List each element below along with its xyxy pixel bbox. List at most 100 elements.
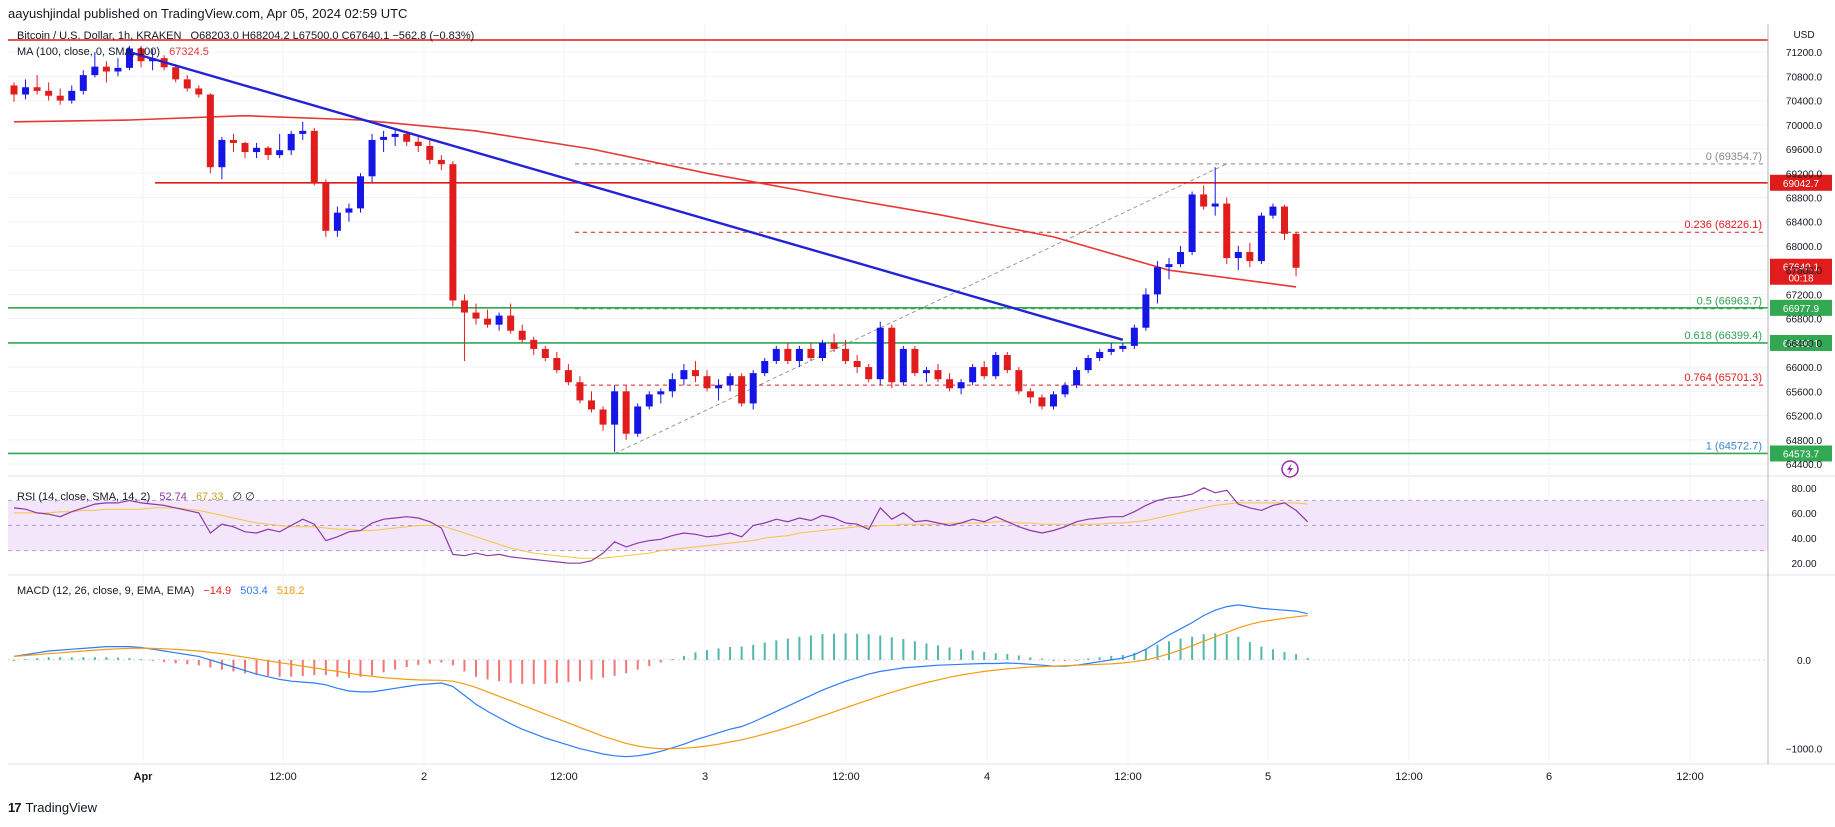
candle-body — [218, 139, 226, 168]
rsi-extra-value: ∅ ∅ — [233, 491, 255, 503]
candle-body — [830, 342, 838, 349]
candle-body — [449, 164, 457, 301]
candle-body — [946, 379, 954, 389]
macd-histogram-bar — [278, 659, 281, 677]
candle-body — [414, 141, 422, 146]
macd-histogram-bar — [671, 659, 674, 661]
macd-histogram-bar — [140, 659, 143, 661]
event-marker[interactable] — [1281, 460, 1299, 478]
price-tick-label: 65600.0 — [1786, 387, 1823, 398]
macd-histogram-bar — [1225, 634, 1228, 660]
tradingview-logo-icon: 17 — [8, 800, 22, 815]
macd-histogram-bar — [382, 659, 385, 673]
macd-histogram-bar — [324, 659, 327, 675]
macd-histogram-bar — [763, 642, 766, 660]
macd-histogram-bar — [509, 659, 512, 683]
macd-histogram-bar — [486, 659, 489, 680]
macd-histogram-bar — [347, 659, 350, 678]
macd-line — [13, 604, 1308, 758]
macd-histogram-bar — [636, 659, 639, 670]
macd-histogram-bar — [209, 659, 212, 668]
macd-histogram-bar — [890, 637, 893, 660]
horizontal-levels[interactable]: 69042.7 66977.9 66398.1 64573.7 67640.100:18 — [8, 39, 1832, 462]
macd-histogram-bar — [1179, 638, 1182, 660]
macd-histogram-bar — [220, 659, 223, 670]
trendline[interactable] — [129, 50, 1124, 341]
price-tick-label: 68000.0 — [1786, 242, 1823, 253]
macd-histogram-bar — [590, 659, 593, 680]
candle-body — [576, 382, 584, 401]
macd-histogram-bar — [867, 634, 870, 660]
candle-body — [899, 348, 907, 383]
price-tick-label: 69200.0 — [1786, 169, 1823, 180]
macd-histogram-bar — [1295, 654, 1298, 660]
macd-hist-value: −14.9 — [203, 585, 231, 597]
price-tick-label: 70000.0 — [1786, 121, 1823, 132]
candlesticks — [10, 46, 1300, 452]
macd-histogram-bar — [1087, 658, 1090, 660]
candle-body — [749, 373, 757, 404]
macd-histogram-bar — [1237, 636, 1240, 660]
candle-body — [126, 48, 133, 68]
candle-body — [680, 370, 688, 380]
macd-histogram-bar — [13, 659, 15, 661]
macd-histogram-bar — [833, 633, 836, 660]
price-tick-label: 67600.0 — [1786, 266, 1823, 277]
rsi-line — [13, 487, 1309, 564]
macd-histogram-bar — [994, 653, 997, 660]
price-tick-label: 65200.0 — [1786, 412, 1823, 423]
macd-histogram-bar — [1214, 633, 1217, 660]
price-chart[interactable]: 0 (69354.7) 0.236 (68226.1) 0.5 (66963.7) 0… — [0, 24, 1835, 794]
time-tick-label: 5 — [1265, 771, 1271, 783]
fib-level-label: 0.236 (68226.1) — [1684, 219, 1762, 231]
macd-histogram-bar — [1133, 652, 1136, 660]
macd-histogram-bar — [1306, 658, 1309, 660]
rsi-tick-label: 20.00 — [1791, 559, 1816, 570]
chart-svg[interactable]: 0 (69354.7) 0.236 (68226.1) 0.5 (66963.7) 0… — [0, 24, 1835, 794]
candle-body — [10, 85, 18, 95]
macd-histogram-bar — [937, 645, 939, 660]
candle-body — [1223, 203, 1231, 259]
macd-histogram-bar — [682, 655, 685, 660]
macd-histogram-bar — [36, 658, 39, 660]
candle-body — [992, 354, 1000, 377]
symbol-label: Bitcoin / U.S. Dollar, 1h, KRAKEN — [17, 30, 182, 42]
candle-body — [253, 147, 261, 153]
macd-histogram-bar — [186, 659, 189, 665]
candle-body — [426, 146, 434, 160]
macd-histogram-bar — [694, 652, 697, 660]
macd-histogram-bar — [1202, 634, 1205, 660]
macd-histogram-bar — [902, 639, 905, 660]
lightning-icon — [1287, 463, 1293, 475]
macd-histogram-bar — [232, 659, 235, 672]
fib-level-label: 0 (69354.7) — [1706, 151, 1762, 163]
candle-body — [726, 376, 734, 386]
macd-histogram-bar — [578, 659, 581, 682]
candle-body — [391, 133, 399, 137]
fib-level-label: 0.618 (66399.4) — [1684, 330, 1762, 342]
candle-body — [91, 66, 99, 76]
macd-histogram-bar — [197, 659, 200, 666]
price-tick-label: 64400.0 — [1786, 460, 1823, 471]
candle-body — [807, 348, 815, 358]
price-tick-label: 69600.0 — [1786, 145, 1823, 156]
candle-body — [1165, 264, 1173, 268]
macd-histogram-bar — [798, 636, 801, 660]
candle-body — [622, 391, 630, 434]
macd-histogram-bar — [47, 657, 50, 660]
macd-pane: 0.0 −1000.0 — [8, 604, 1823, 758]
macd-histogram-bar — [1271, 649, 1274, 660]
macd-histogram-bar — [844, 633, 847, 660]
candle-body — [911, 348, 919, 374]
price-tick-label: 68800.0 — [1786, 193, 1823, 204]
time-tick-label: 3 — [702, 771, 708, 783]
candle-body — [553, 358, 561, 371]
macd-histogram-bar — [255, 659, 258, 675]
candle-body — [172, 67, 180, 80]
candle-body — [969, 367, 977, 383]
macd-histogram-bar — [983, 651, 986, 660]
rsi-tick-label: 40.00 — [1791, 534, 1816, 545]
candle-body — [1177, 252, 1185, 265]
ohlc-values: O68203.0 H68204.2 L67500.0 C67640.1 −562… — [191, 30, 475, 42]
macd-histogram-bar — [174, 659, 177, 664]
